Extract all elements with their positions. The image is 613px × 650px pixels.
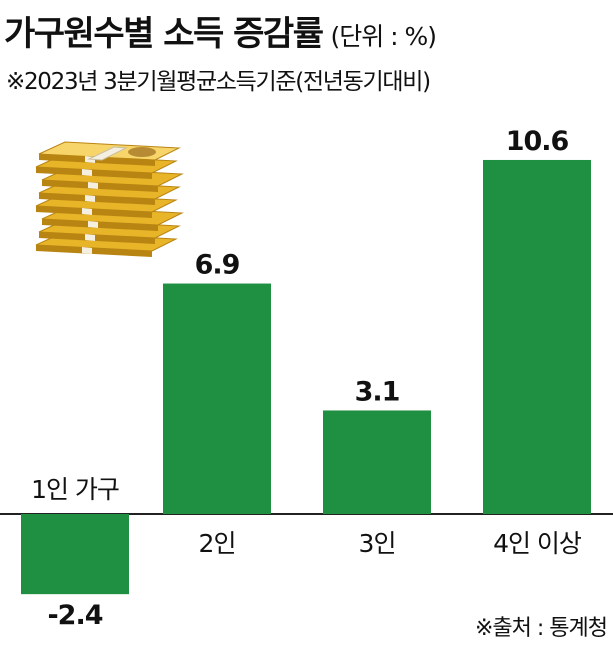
source-note: ※출처 : 통계청 xyxy=(474,616,608,641)
value-label-2: 6.9 xyxy=(195,250,240,281)
value-label-3: 3.1 xyxy=(355,376,400,407)
chart-title: 가구원수별 소득 증감률 xyxy=(4,14,324,54)
title-row: 가구원수별 소득 증감률 (단위 : %) xyxy=(4,6,437,55)
value-label-1: -2.4 xyxy=(47,600,102,631)
bar-1 xyxy=(21,514,129,595)
unit-label: (단위 : %) xyxy=(330,22,437,51)
value-label-4: 10.6 xyxy=(506,126,569,157)
bar-2 xyxy=(163,283,271,514)
money-stack-icon xyxy=(35,141,184,257)
category-label-1: 1인 가구 xyxy=(31,475,119,504)
category-label-4: 4인 이상 xyxy=(493,529,582,558)
bar-3 xyxy=(323,410,431,514)
category-label-2: 2인 xyxy=(199,529,236,558)
category-label-3: 3인 xyxy=(359,529,396,558)
chart-subtitle: ※2023년 3분기월평균소득기준(전년동기대비) xyxy=(6,69,431,95)
bar-4 xyxy=(483,159,591,514)
